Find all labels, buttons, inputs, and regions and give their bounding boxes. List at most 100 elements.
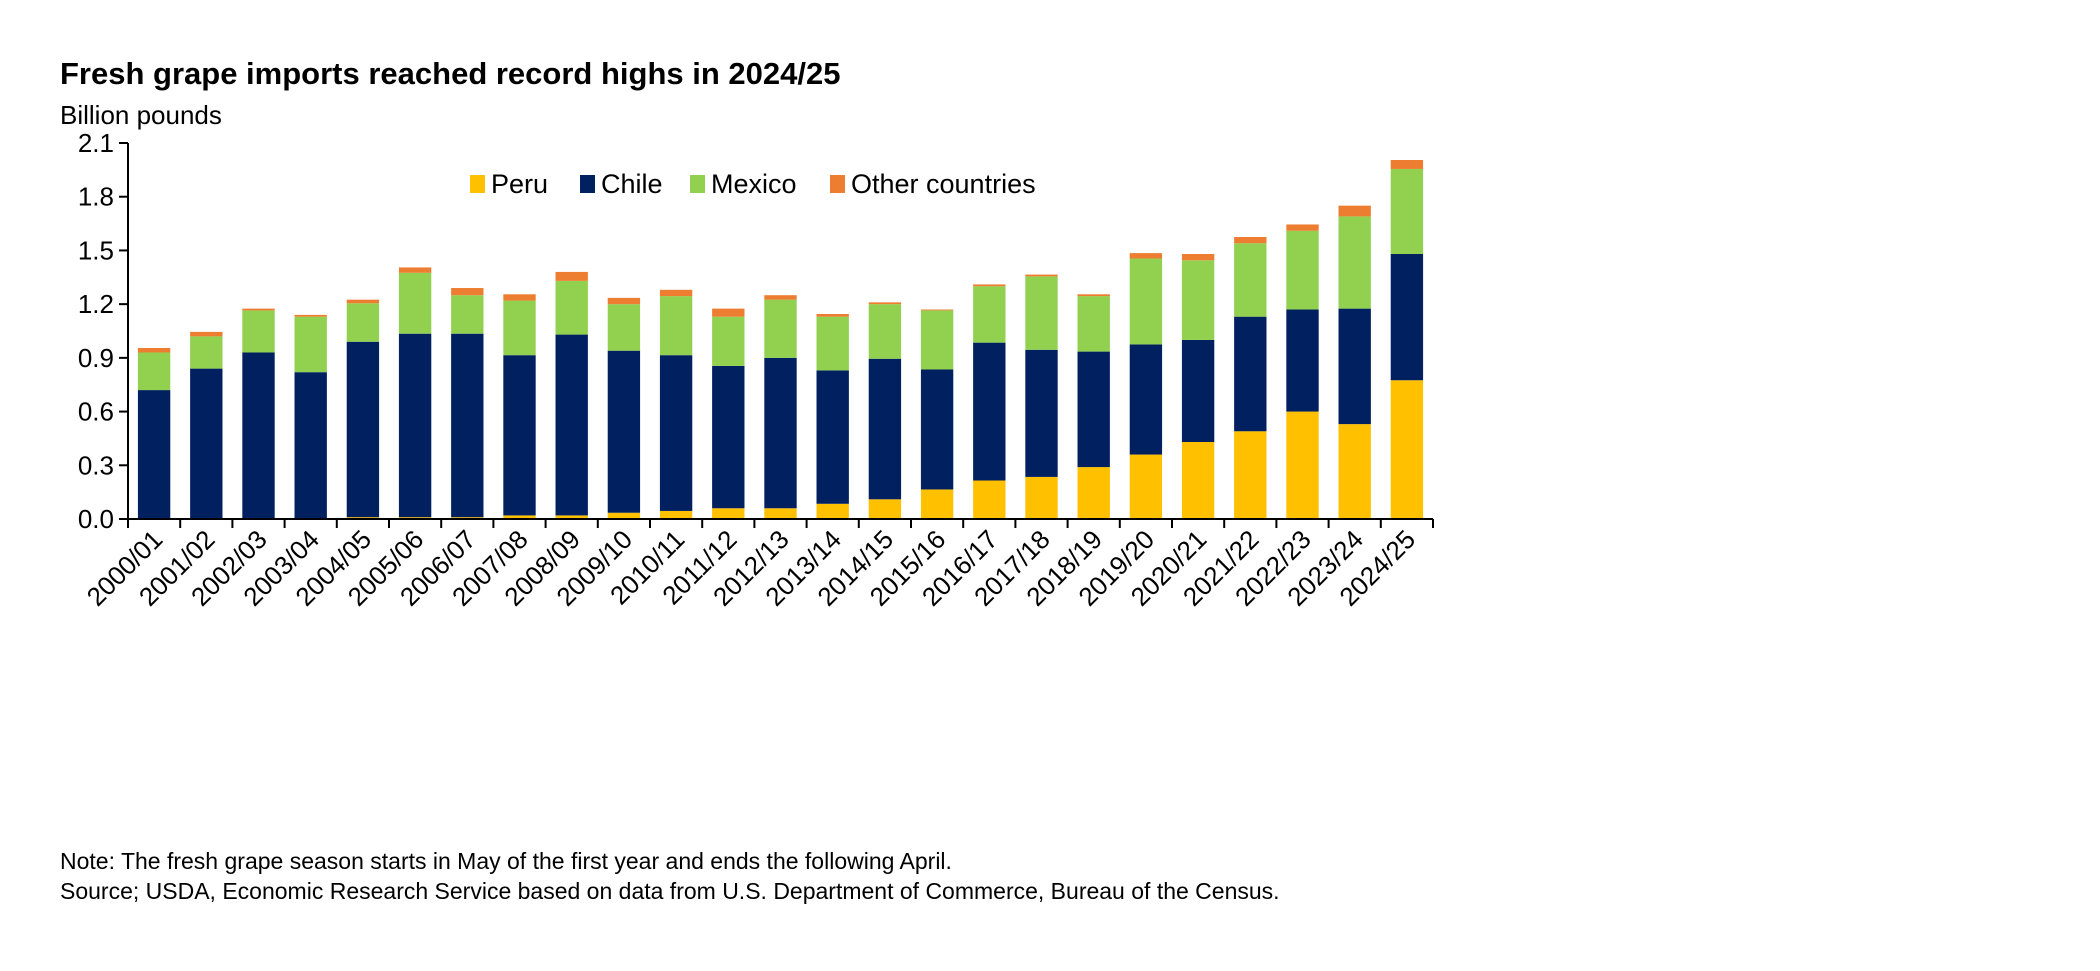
bar-peru-2015-16	[920, 489, 954, 519]
bar-chile-2011-12	[712, 365, 745, 509]
bar-other-countries-2024-25	[1390, 160, 1424, 169]
bar-other-countries-2020-21	[1181, 254, 1215, 261]
bar-mexico-2009-10	[607, 304, 641, 351]
bar-peru-2009-10	[607, 512, 641, 519]
bar-chile-2009-10	[607, 350, 641, 513]
bar-peru-2011-12	[712, 508, 745, 519]
bar-mexico-2012-13	[764, 299, 797, 358]
bar-other-countries-2006-07	[451, 288, 484, 296]
y-tick-label: 1.5	[78, 235, 114, 265]
legend-swatch-mexico	[690, 175, 705, 193]
bar-other-countries-2013-14	[816, 313, 849, 317]
legend-swatch-chile	[580, 175, 595, 193]
bar-chile-2008-09	[555, 334, 588, 516]
legend-label: Chile	[601, 169, 663, 199]
legend: Peru Chile Mexico Other countries	[470, 169, 1036, 199]
bar-chile-2000-01	[137, 390, 171, 519]
bar-chile-2013-14	[816, 370, 849, 504]
bar-other-countries-2005-06	[398, 267, 432, 273]
bar-mexico-2022-23	[1286, 230, 1319, 310]
bar-peru-2007-08	[503, 515, 536, 519]
bar-peru-2017-18	[1025, 476, 1058, 519]
bar-mexico-2024-25	[1390, 168, 1424, 255]
bar-other-countries-2010-11	[659, 289, 693, 297]
bar-other-countries-2011-12	[712, 308, 745, 317]
bar-other-countries-2012-13	[764, 295, 797, 300]
y-tick-label: 1.8	[78, 182, 114, 212]
bar-chile-2006-07	[451, 333, 484, 518]
bar-chile-2016-17	[973, 342, 1006, 481]
bar-mexico-2023-24	[1338, 216, 1371, 309]
bar-peru-2021-22	[1234, 431, 1267, 519]
bar-other-countries-2003-04	[294, 314, 327, 317]
bar-other-countries-2021-22	[1234, 237, 1267, 244]
bar-mexico-2002-03	[242, 310, 275, 353]
legend-label: Peru	[491, 169, 548, 199]
bar-mexico-2007-08	[503, 300, 536, 356]
bar-other-countries-2017-18	[1025, 274, 1058, 277]
bar-chile-2001-02	[190, 368, 223, 519]
bar-other-countries-2004-05	[346, 299, 380, 304]
bar-chile-2003-04	[294, 372, 327, 519]
bar-mexico-2001-02	[190, 336, 223, 369]
bar-mexico-2014-15	[868, 304, 902, 359]
bar-chile-2004-05	[346, 341, 380, 518]
bar-chile-2023-24	[1338, 308, 1371, 425]
bar-other-countries-2014-15	[868, 302, 902, 305]
bar-mexico-2006-07	[451, 295, 484, 334]
bar-mexico-2020-21	[1181, 260, 1215, 340]
bar-other-countries-2018-19	[1077, 294, 1110, 297]
bar-chile-2020-21	[1181, 339, 1215, 443]
bar-chile-2019-20	[1129, 344, 1163, 455]
axes-group: 2000/012001/022002/032003/042004/052005/…	[78, 128, 1434, 612]
bar-chile-2018-19	[1077, 351, 1110, 468]
bar-peru-2010-11	[659, 510, 693, 519]
bar-mexico-2013-14	[816, 316, 849, 371]
legend-label: Mexico	[711, 169, 797, 199]
bar-chile-2024-25	[1390, 254, 1424, 381]
bars-group	[137, 160, 1424, 519]
bar-other-countries-2022-23	[1286, 224, 1319, 231]
bar-peru-2024-25	[1390, 380, 1424, 519]
bar-peru-2020-21	[1181, 442, 1215, 519]
bar-mexico-2000-01	[137, 352, 171, 391]
bar-mexico-2021-22	[1234, 243, 1267, 317]
bar-chile-2002-03	[242, 352, 275, 519]
bar-mexico-2004-05	[346, 303, 380, 342]
y-tick-label: 0.0	[78, 504, 114, 534]
bar-other-countries-2008-09	[555, 271, 588, 281]
bar-other-countries-2000-01	[137, 348, 171, 353]
bar-peru-2014-15	[868, 499, 902, 519]
bar-other-countries-2016-17	[973, 284, 1006, 287]
bar-peru-2016-17	[973, 480, 1006, 519]
bar-chile-2017-18	[1025, 349, 1058, 477]
bar-chile-2005-06	[398, 333, 432, 518]
bar-other-countries-2009-10	[607, 297, 641, 305]
bar-other-countries-2007-08	[503, 294, 536, 301]
chart-title: Fresh grape imports reached record highs…	[60, 56, 840, 91]
bar-chile-2012-13	[764, 357, 797, 509]
bar-mexico-2015-16	[920, 310, 954, 370]
bar-mexico-2010-11	[659, 296, 693, 356]
y-tick-label: 0.9	[78, 343, 114, 373]
bar-chile-2015-16	[920, 369, 954, 490]
bar-chile-2014-15	[868, 358, 902, 500]
bar-chile-2010-11	[659, 355, 693, 511]
note-text: Note: The fresh grape season starts in M…	[60, 848, 952, 874]
bar-chile-2022-23	[1286, 309, 1319, 412]
bar-chile-2007-08	[503, 355, 536, 516]
bar-peru-2012-13	[764, 508, 797, 519]
bar-other-countries-2019-20	[1129, 253, 1163, 259]
bar-mexico-2016-17	[973, 286, 1006, 343]
y-tick-label: 0.3	[78, 450, 114, 480]
y-axis-label: Billion pounds	[60, 100, 222, 130]
bar-mexico-2011-12	[712, 316, 745, 366]
y-tick-label: 1.2	[78, 289, 114, 319]
bar-chile-2021-22	[1234, 316, 1267, 432]
bar-peru-2008-09	[555, 515, 588, 519]
legend-swatch-other-countries	[830, 175, 845, 193]
bar-mexico-2005-06	[398, 272, 432, 334]
y-tick-label: 0.6	[78, 397, 114, 427]
bar-other-countries-2023-24	[1338, 205, 1371, 217]
